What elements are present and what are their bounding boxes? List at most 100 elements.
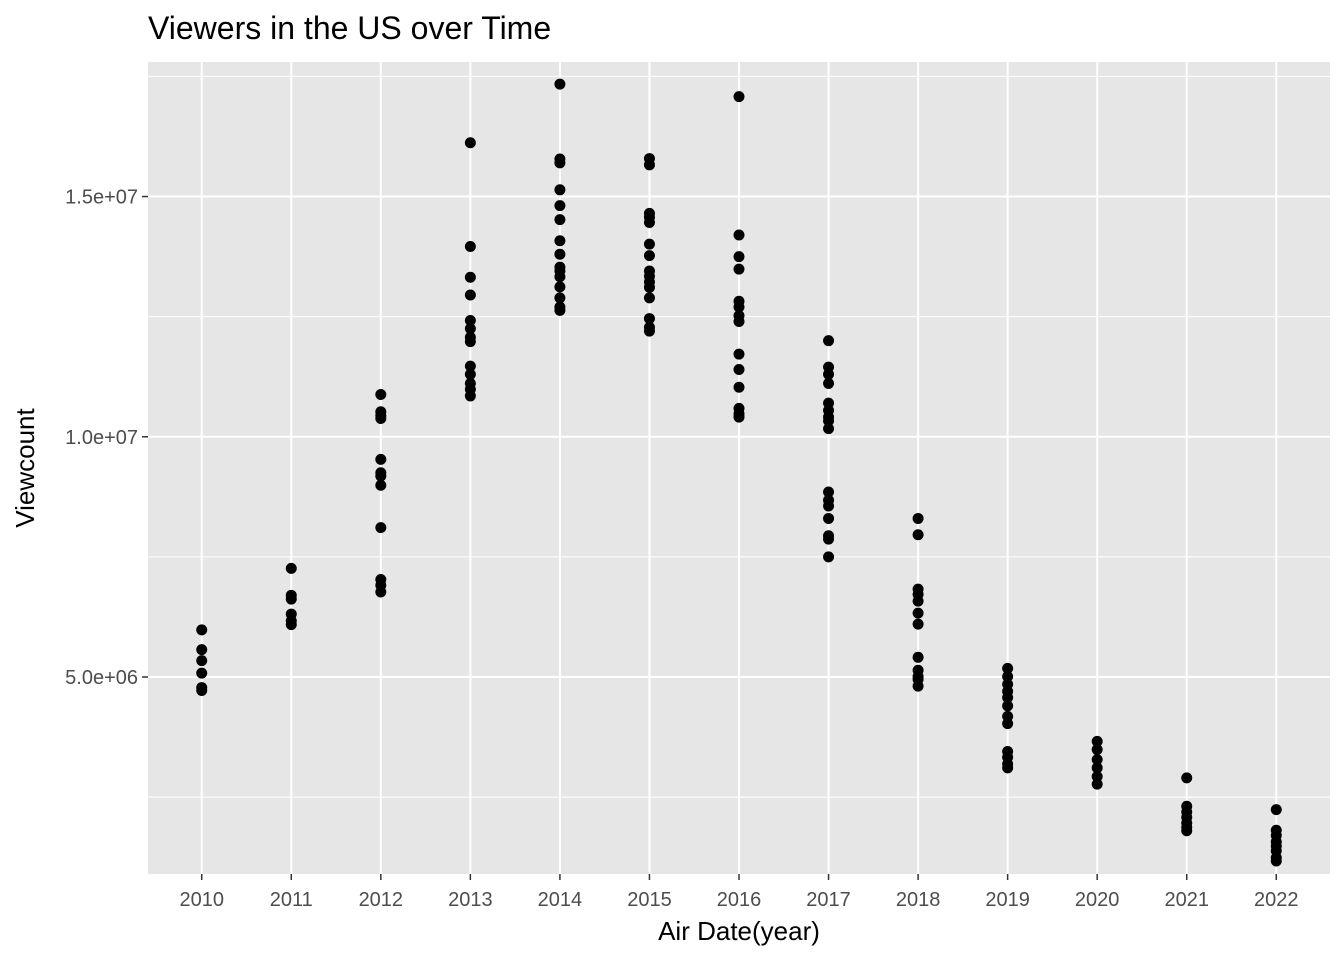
data-point xyxy=(1002,671,1014,683)
x-tick-label: 2010 xyxy=(179,889,224,911)
data-point xyxy=(912,680,924,692)
data-point xyxy=(196,684,208,696)
data-point xyxy=(643,325,655,337)
data-point xyxy=(643,159,655,171)
data-point xyxy=(1002,718,1014,730)
x-tick-label: 2019 xyxy=(985,889,1030,911)
data-point xyxy=(464,241,476,253)
chart-title: Viewers in the US over Time xyxy=(148,10,551,46)
data-point xyxy=(375,586,387,598)
data-point xyxy=(1091,744,1103,756)
data-points xyxy=(196,78,1282,867)
x-tick-label: 2015 xyxy=(627,889,672,911)
data-point xyxy=(733,364,745,376)
data-point xyxy=(464,271,476,283)
data-point xyxy=(912,607,924,619)
data-point xyxy=(554,78,566,90)
x-tick-label: 2016 xyxy=(717,889,762,911)
y-tick-label: 5.0e+06 xyxy=(65,667,138,689)
data-point xyxy=(554,214,566,226)
data-point xyxy=(733,381,745,393)
data-point xyxy=(823,551,835,563)
data-point xyxy=(1091,754,1103,766)
data-point xyxy=(554,281,566,293)
data-point xyxy=(823,512,835,524)
data-point xyxy=(1091,735,1103,747)
data-point xyxy=(1002,700,1014,712)
data-point xyxy=(464,314,476,326)
x-tick-label: 2021 xyxy=(1164,889,1209,911)
data-point xyxy=(285,619,297,631)
data-point xyxy=(196,644,208,656)
x-tick-label: 2018 xyxy=(896,889,941,911)
data-point xyxy=(464,368,476,380)
data-point xyxy=(554,200,566,212)
data-point xyxy=(733,315,745,327)
data-point xyxy=(643,216,655,228)
data-point xyxy=(823,486,835,498)
data-point xyxy=(643,250,655,262)
data-point xyxy=(464,360,476,372)
data-point xyxy=(823,500,835,512)
data-point xyxy=(285,562,297,574)
data-point xyxy=(643,238,655,250)
data-point xyxy=(733,229,745,241)
data-point xyxy=(823,415,835,427)
data-point xyxy=(1091,778,1103,790)
data-point xyxy=(823,335,835,347)
data-point xyxy=(1002,692,1014,704)
data-point xyxy=(823,533,835,545)
data-point xyxy=(196,667,208,679)
data-point xyxy=(1002,662,1014,674)
x-tick-label: 2014 xyxy=(538,889,583,911)
x-tick-label: 2017 xyxy=(806,889,851,911)
data-point xyxy=(912,651,924,663)
data-point xyxy=(196,624,208,636)
data-point xyxy=(643,313,655,325)
data-point xyxy=(464,390,476,402)
data-point xyxy=(823,423,835,435)
data-point xyxy=(285,593,297,605)
x-tick-label: 2011 xyxy=(270,889,313,911)
x-axis: 2010 2011 2012 2013 2014 2015 2016 2017 2018 2019… xyxy=(179,874,1299,911)
data-point xyxy=(643,292,655,304)
data-point xyxy=(375,522,387,534)
data-point xyxy=(1270,855,1282,867)
data-point xyxy=(733,301,745,313)
data-point xyxy=(375,479,387,491)
data-point xyxy=(733,263,745,275)
data-point xyxy=(464,137,476,149)
data-point xyxy=(1270,804,1282,816)
data-point xyxy=(554,292,566,304)
data-point xyxy=(733,411,745,423)
data-point xyxy=(643,281,655,293)
x-axis-title: Air Date(year) xyxy=(658,916,820,946)
data-point xyxy=(554,304,566,316)
y-axis-title: Viewcount xyxy=(10,407,40,527)
data-point xyxy=(912,595,924,607)
data-point xyxy=(554,271,566,283)
data-point xyxy=(554,248,566,260)
data-point xyxy=(375,470,387,482)
y-tick-label: 1.0e+07 xyxy=(65,427,138,449)
data-point xyxy=(375,413,387,425)
data-point xyxy=(1181,825,1193,837)
x-tick-label: 2013 xyxy=(448,889,493,911)
data-point xyxy=(823,377,835,389)
data-point xyxy=(1002,762,1014,774)
data-point xyxy=(912,529,924,541)
data-point xyxy=(196,655,208,667)
data-point xyxy=(1091,770,1103,782)
y-tick-label: 1.5e+07 xyxy=(65,187,138,209)
data-point xyxy=(554,157,566,169)
data-point xyxy=(912,512,924,524)
x-tick-label: 2012 xyxy=(359,889,404,911)
data-point xyxy=(464,289,476,301)
x-tick-label: 2020 xyxy=(1075,889,1120,911)
data-point xyxy=(733,251,745,263)
data-point xyxy=(912,618,924,630)
data-point xyxy=(464,336,476,348)
data-point xyxy=(1091,762,1103,774)
data-point xyxy=(375,453,387,465)
